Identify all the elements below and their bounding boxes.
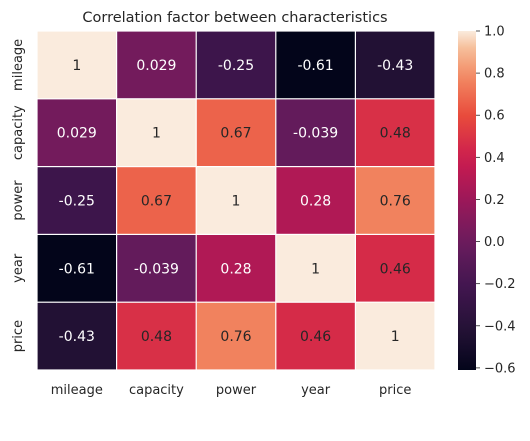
heatmap-cell <box>117 235 196 302</box>
y-tick-label: mileage <box>11 39 26 91</box>
x-tick-label: year <box>301 383 331 398</box>
cell-value-label: -0.25 <box>59 194 95 210</box>
cell-value-label: -0.43 <box>377 58 413 74</box>
cell-value-label: -0.039 <box>293 126 338 142</box>
heatmap-cell <box>276 167 355 234</box>
cell-value-label: 0.48 <box>380 126 411 142</box>
heatmap-cells <box>37 31 435 370</box>
x-tick-label: capacity <box>129 383 184 398</box>
cell-value-label: 0.28 <box>300 194 331 210</box>
cell-value-label: 0.46 <box>300 329 331 345</box>
heatmap-cell <box>37 167 116 234</box>
cell-value-label: 0.029 <box>57 126 97 142</box>
colorbar-tick-label: 0.4 <box>484 151 505 166</box>
colorbar-tick-label: 0.0 <box>484 235 505 250</box>
heatmap-cell <box>276 302 355 370</box>
heatmap-cell <box>37 99 116 166</box>
heatmap-cell-labels: 1 0.029 -0.25 -0.61 -0.43 0.029 1 0.67 -0.039 0.4… <box>57 58 414 345</box>
heatmap-cell <box>276 235 355 302</box>
heatmap-cell <box>356 99 435 166</box>
chart-title: Correlation factor between characteristi… <box>82 10 387 26</box>
colorbar-tick-label: 1.0 <box>484 25 505 40</box>
heatmap-cell <box>117 31 196 99</box>
y-axis-tick-labels: mileage capacity power year price <box>11 39 26 352</box>
colorbar-tick-label: −0.6 <box>484 361 516 376</box>
cell-value-label: 0.76 <box>380 194 411 210</box>
heatmap-cell <box>196 31 276 99</box>
heatmap-cell <box>356 302 435 370</box>
heatmap-cell <box>37 235 116 302</box>
x-tick-label: mileage <box>51 383 103 398</box>
heatmap-cell <box>356 235 435 302</box>
heatmap-cell <box>37 302 116 370</box>
cell-value-label: -0.61 <box>59 261 95 277</box>
cell-value-label: 1 <box>232 194 241 210</box>
y-tick-label: year <box>11 253 26 283</box>
x-axis-tick-labels: mileage capacity power year price <box>51 383 412 398</box>
colorbar: −0.6 −0.4 −0.2 0.0 0.2 0.4 0.6 0.8 1.0 <box>458 25 516 376</box>
heatmap-cell <box>37 31 116 99</box>
heatmap-cell <box>196 99 276 166</box>
x-tick-label: price <box>379 383 411 398</box>
heatmap-cell <box>117 167 196 234</box>
cell-value-label: 0.28 <box>220 261 251 277</box>
x-tick-label: power <box>216 383 257 398</box>
heatmap-cell <box>356 31 435 99</box>
colorbar-tick-label: −0.2 <box>484 277 516 292</box>
colorbar-gradient <box>458 31 476 370</box>
cell-value-label: -0.039 <box>134 261 179 277</box>
colorbar-tick-label: 0.6 <box>484 109 505 124</box>
heatmap-cell <box>196 235 276 302</box>
cell-value-label: 1 <box>391 329 400 345</box>
cell-value-label: 1 <box>72 58 81 74</box>
cell-value-label: 0.67 <box>141 194 172 210</box>
cell-value-label: 1 <box>311 261 320 277</box>
heatmap-cell <box>276 99 355 166</box>
cell-value-label: 1 <box>152 126 161 142</box>
heatmap-cell <box>356 167 435 234</box>
cell-value-label: 0.029 <box>136 58 176 74</box>
heatmap-cell <box>196 167 276 234</box>
y-tick-label: price <box>11 320 26 352</box>
cell-value-label: 0.48 <box>141 329 172 345</box>
heatmap-cell <box>117 302 196 370</box>
cell-value-label: -0.43 <box>59 329 95 345</box>
y-tick-label: capacity <box>11 105 26 160</box>
cell-value-label: -0.25 <box>218 58 254 74</box>
heatmap-cell <box>117 99 196 166</box>
colorbar-tick-label: 0.2 <box>484 193 505 208</box>
colorbar-tick-label: −0.4 <box>484 319 516 334</box>
cell-value-label: 0.67 <box>220 126 251 142</box>
y-tick-label: power <box>11 180 26 221</box>
heatmap-cell <box>276 31 355 99</box>
cell-value-label: 0.46 <box>380 261 411 277</box>
cell-value-label: 0.76 <box>220 329 251 345</box>
colorbar-tick-label: 0.8 <box>484 67 505 82</box>
cell-value-label: -0.61 <box>297 58 333 74</box>
heatmap-cell <box>196 302 276 370</box>
